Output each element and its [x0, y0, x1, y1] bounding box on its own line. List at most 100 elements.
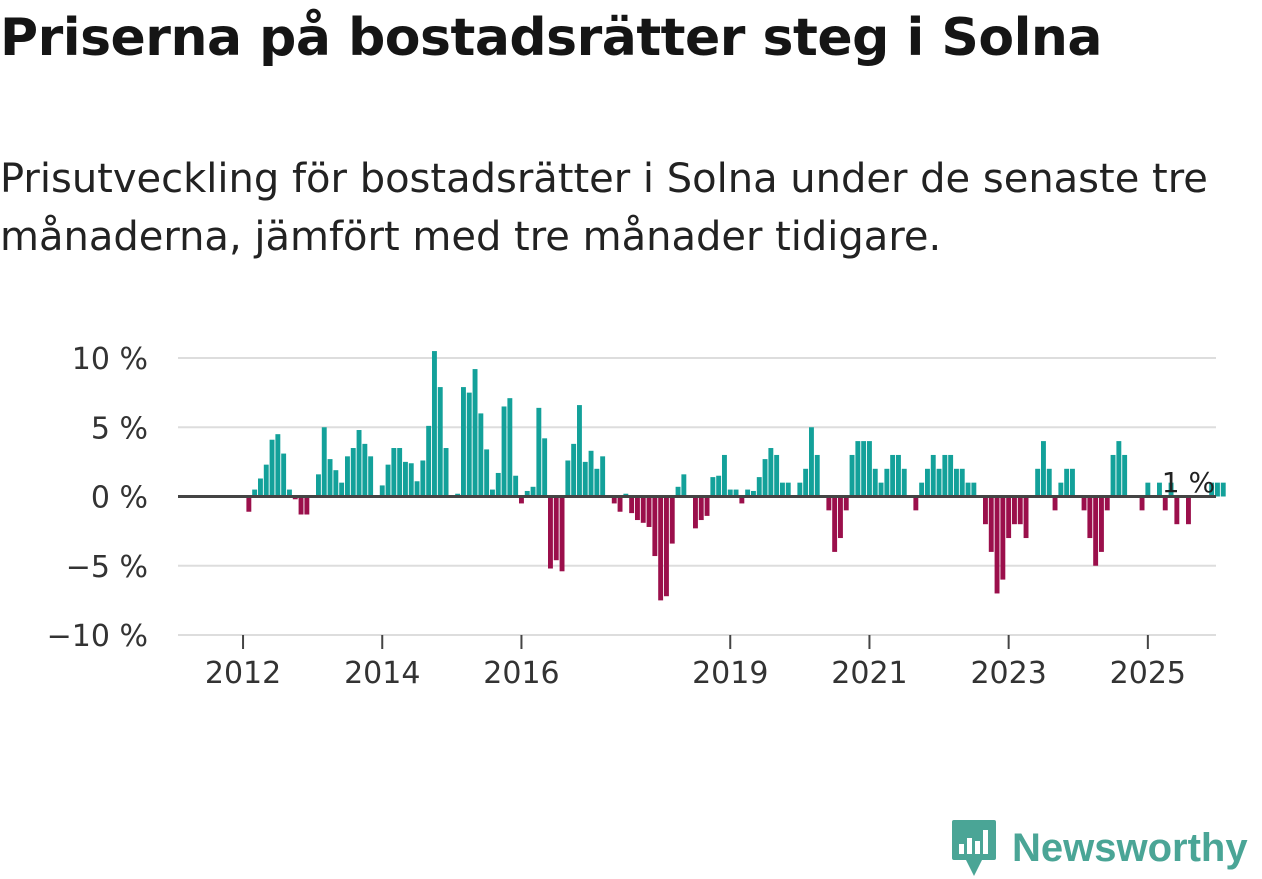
x-tick-label: 2023 [970, 656, 1046, 691]
bar [420, 460, 426, 497]
bar [321, 427, 327, 497]
newsworthy-logo: Newsworthy [950, 818, 1248, 878]
chart-subtitle: Prisutveckling för bostadsrätter i Solna… [0, 156, 1208, 260]
bar [1087, 496, 1093, 539]
bar [890, 454, 896, 497]
bar [553, 496, 559, 561]
bar [1215, 482, 1220, 497]
bar [316, 474, 321, 497]
bar [762, 459, 768, 497]
chart-title: Priserna på bostadsrätter steg i Solna [0, 8, 1103, 68]
bars [246, 351, 1226, 601]
bar [350, 448, 356, 497]
bar [408, 463, 414, 497]
bar [745, 489, 751, 497]
bar [379, 485, 385, 497]
bar [965, 482, 971, 497]
bar [472, 369, 478, 497]
bar [1093, 496, 1099, 566]
bar [983, 496, 988, 525]
bar [809, 427, 814, 497]
bar [478, 413, 484, 497]
bar [530, 486, 536, 497]
bar [1209, 482, 1215, 497]
bar [263, 464, 269, 497]
bar [414, 481, 420, 497]
bar [675, 486, 681, 497]
bar [1157, 482, 1162, 497]
bar [513, 475, 519, 497]
bar [838, 496, 843, 539]
bar [994, 496, 1000, 594]
bar [304, 496, 310, 515]
bar [1070, 468, 1075, 497]
bar [333, 470, 339, 497]
x-tick-label: 2019 [692, 656, 768, 691]
bar [345, 456, 350, 497]
bar [600, 456, 606, 497]
bar [1174, 496, 1180, 525]
bar [739, 496, 745, 504]
x-tick-label: 2016 [483, 656, 559, 691]
y-tick-label: 5 % [91, 411, 148, 446]
bar [426, 425, 432, 497]
bar [959, 468, 965, 497]
bar [1104, 496, 1110, 511]
bar [565, 460, 571, 497]
bar [1006, 496, 1012, 539]
bar [727, 489, 733, 497]
bar [507, 398, 513, 497]
bar [362, 443, 368, 497]
bar [1110, 454, 1116, 497]
bar [756, 477, 762, 497]
bar [1017, 496, 1023, 525]
bar [1052, 496, 1058, 511]
x-tick-label: 2014 [344, 656, 420, 691]
bar [1145, 482, 1151, 497]
bar [803, 468, 809, 497]
bar [780, 482, 785, 497]
bar [954, 468, 959, 497]
bar [722, 454, 727, 497]
bar [443, 448, 449, 497]
bar [1000, 496, 1006, 580]
bar [733, 489, 739, 497]
bar [664, 496, 669, 597]
bar [913, 496, 919, 511]
bar [1081, 496, 1087, 511]
bar [1064, 468, 1070, 497]
y-tick-label: −5 % [66, 550, 148, 585]
bar [403, 461, 408, 497]
bar [536, 407, 542, 497]
x-tick-label: 2021 [831, 656, 907, 691]
bar [275, 434, 281, 497]
bar [704, 496, 710, 516]
bar [281, 453, 287, 497]
bar [571, 443, 577, 497]
bar [519, 496, 524, 504]
bar [1035, 468, 1041, 497]
bar [843, 496, 849, 511]
bar [925, 468, 930, 497]
bar [751, 490, 756, 497]
bar [611, 496, 617, 504]
bar [693, 496, 698, 529]
bar [681, 474, 687, 497]
bar [490, 489, 495, 497]
y-tick-label: 10 % [72, 342, 148, 377]
bar [878, 482, 884, 497]
bar [437, 387, 443, 497]
bar [855, 441, 861, 497]
bar [698, 496, 704, 521]
bar [930, 454, 936, 497]
bar [942, 454, 948, 497]
bar [356, 430, 362, 497]
bar [872, 468, 878, 497]
bar [797, 482, 803, 497]
bar [524, 490, 530, 497]
bar [635, 496, 640, 521]
bar [391, 448, 397, 497]
bar [327, 459, 333, 497]
y-tick-label: −10 % [47, 619, 148, 654]
bar [368, 456, 374, 497]
